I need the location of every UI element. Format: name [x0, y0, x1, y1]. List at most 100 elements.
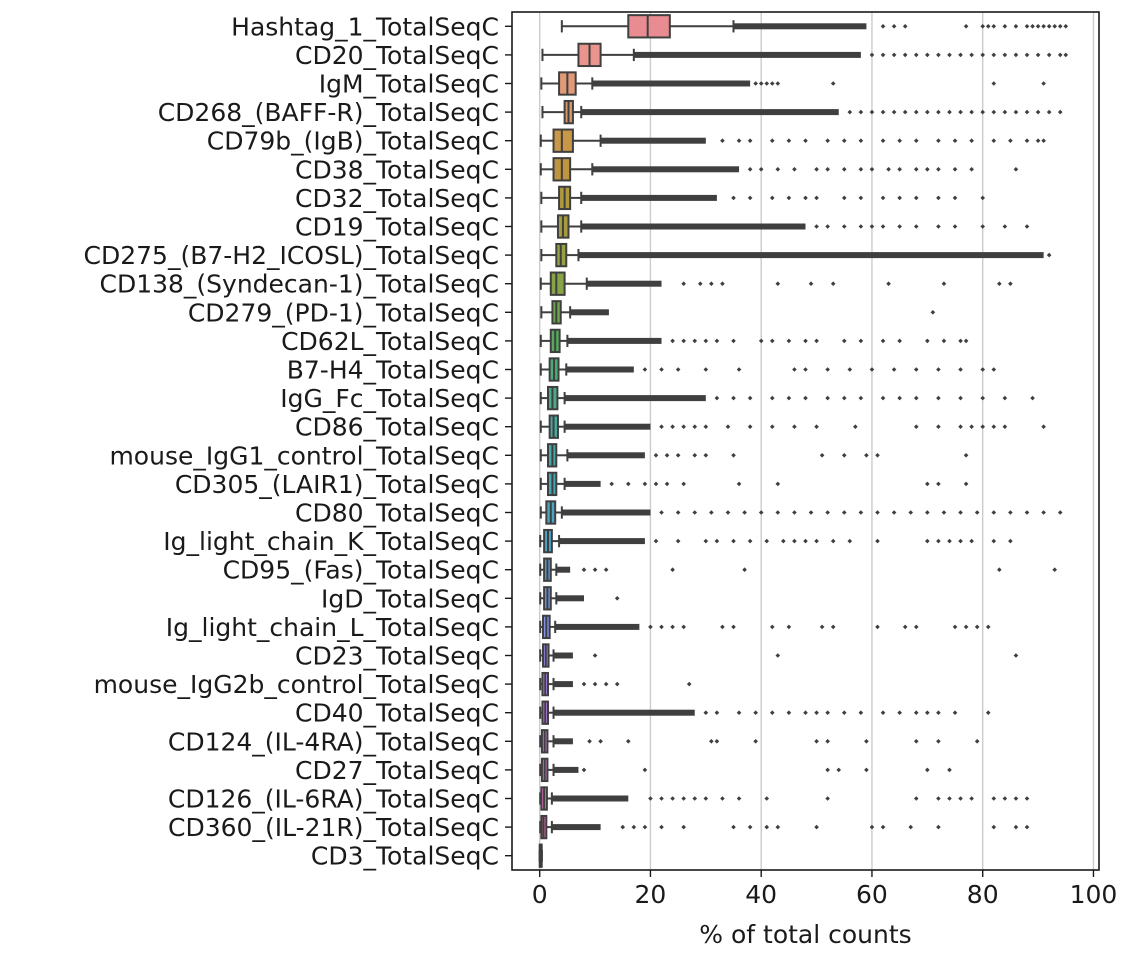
outlier-point-1-14: [1024, 52, 1030, 58]
outlier-point-12-9: [869, 367, 875, 372]
outlier-point-6-10: [913, 195, 919, 201]
outlier-point-17-12: [858, 510, 864, 515]
outlier-point-3-8: [936, 109, 941, 115]
outlier-band-28: [551, 824, 601, 831]
outlier-point-14-7: [769, 424, 775, 429]
y-tick-label-22: CD23_TotalSeqC: [295, 642, 499, 671]
outlier-point-6-4: [803, 195, 808, 201]
outlier-band-26: [553, 766, 579, 773]
outlier-point-0-4: [980, 24, 986, 29]
outlier-point-24-17: [985, 710, 991, 715]
outlier-point-13-9: [880, 395, 886, 401]
outlier-point-17-18: [958, 510, 963, 515]
box-6: [540, 185, 986, 211]
outlier-point-19-3: [670, 567, 675, 572]
outlier-point-3-17: [1035, 109, 1041, 115]
outlier-point-1-3: [902, 52, 908, 58]
outlier-point-11-4: [714, 338, 720, 344]
outlier-point-3-10: [958, 109, 963, 115]
iqr-box-9: [549, 271, 566, 296]
outlier-point-27-16: [1002, 796, 1008, 801]
outlier-band-23: [553, 681, 573, 688]
outlier-point-3-4: [891, 109, 897, 115]
outlier-point-24-16: [952, 710, 958, 715]
outlier-point-19-5: [997, 567, 1002, 572]
outlier-point-27-5: [703, 796, 709, 801]
outlier-point-27-6: [720, 796, 725, 801]
outlier-point-4-5: [803, 138, 808, 143]
outlier-point-27-12: [947, 796, 952, 801]
outlier-point-17-19: [974, 510, 980, 515]
outlier-point-12-14: [980, 367, 986, 372]
outlier-point-28-5: [731, 824, 736, 830]
outlier-point-24-3: [753, 710, 758, 715]
outlier-point-13-7: [841, 395, 847, 401]
outlier-point-24-15: [936, 710, 941, 715]
outlier-point-1-10: [980, 52, 986, 58]
outlier-point-14-15: [980, 424, 986, 429]
outlier-point-12-7: [825, 367, 830, 372]
y-tick-label-0: Hashtag_1_TotalSeqC: [231, 12, 499, 41]
outlier-point-15-5: [731, 453, 736, 458]
y-tick-label-13: IgG_Fc_TotalSeqC: [280, 384, 499, 413]
outlier-point-18-12: [847, 538, 853, 544]
outlier-point-17-11: [841, 510, 847, 515]
outlier-point-18-13: [875, 538, 880, 544]
outlier-point-26-1: [642, 767, 648, 773]
outlier-point-13-6: [825, 395, 830, 401]
y-tick-label-10: CD279_(PD-1)_TotalSeqC: [188, 298, 499, 327]
y-tick-label-12: B7-H4_TotalSeqC: [287, 356, 499, 385]
box-20: [539, 586, 620, 611]
y-tick-label-15: mouse_IgG1_control_TotalSeqC: [109, 441, 499, 470]
outlier-point-22-0: [592, 653, 598, 658]
outlier-point-9-0: [681, 281, 686, 286]
outlier-point-14-4: [703, 424, 709, 429]
outlier-band-9: [586, 280, 662, 287]
outlier-point-28-10: [869, 824, 875, 830]
outlier-point-25-0: [587, 739, 592, 744]
outlier-point-14-17: [1002, 424, 1008, 429]
outlier-point-21-0: [648, 624, 653, 630]
outlier-point-11-1: [681, 338, 686, 344]
outlier-point-16-2: [642, 481, 648, 487]
outlier-point-13-2: [747, 395, 753, 401]
outlier-point-7-8: [936, 224, 941, 229]
outlier-band-19: [556, 566, 571, 573]
outlier-point-2-5: [830, 81, 836, 86]
outlier-point-17-0: [659, 510, 664, 515]
outlier-band-22: [553, 652, 573, 659]
outlier-point-1-15: [1035, 52, 1041, 58]
x-axis: 0 20 40 60 80 100: [532, 870, 1117, 909]
x-tick-label-1: 20: [635, 880, 667, 909]
outlier-point-25-2: [625, 739, 631, 744]
outlier-point-13-10: [897, 395, 902, 401]
box-18: [539, 528, 1013, 554]
outlier-point-17-16: [925, 510, 930, 515]
outlier-point-21-12: [913, 624, 919, 630]
outlier-point-27-7: [736, 796, 742, 801]
outlier-point-9-7: [886, 281, 891, 286]
outlier-point-14-9: [814, 424, 819, 429]
outlier-point-27-17: [1013, 796, 1019, 801]
box-1: [541, 42, 1069, 68]
outlier-point-11-13: [880, 338, 886, 344]
outlier-point-18-2: [703, 538, 709, 544]
box-21: [539, 614, 991, 640]
outlier-band-25: [553, 738, 573, 745]
outlier-point-0-2: [902, 24, 908, 29]
outlier-point-12-10: [891, 367, 897, 372]
outlier-point-18-1: [675, 538, 681, 544]
outlier-point-18-4: [731, 538, 736, 544]
outlier-point-0-8: [1013, 24, 1019, 29]
outlier-point-25-10: [936, 739, 941, 744]
outlier-point-16-1: [625, 481, 631, 487]
outlier-point-19-2: [603, 567, 609, 572]
outlier-point-18-15: [936, 538, 941, 544]
outlier-point-22-2: [1013, 653, 1019, 658]
y-tick-label-7: CD19_TotalSeqC: [295, 213, 499, 242]
outlier-point-25-11: [974, 739, 980, 744]
outlier-point-24-5: [786, 710, 792, 715]
outlier-point-3-9: [947, 109, 952, 115]
outlier-point-12-1: [659, 367, 664, 372]
